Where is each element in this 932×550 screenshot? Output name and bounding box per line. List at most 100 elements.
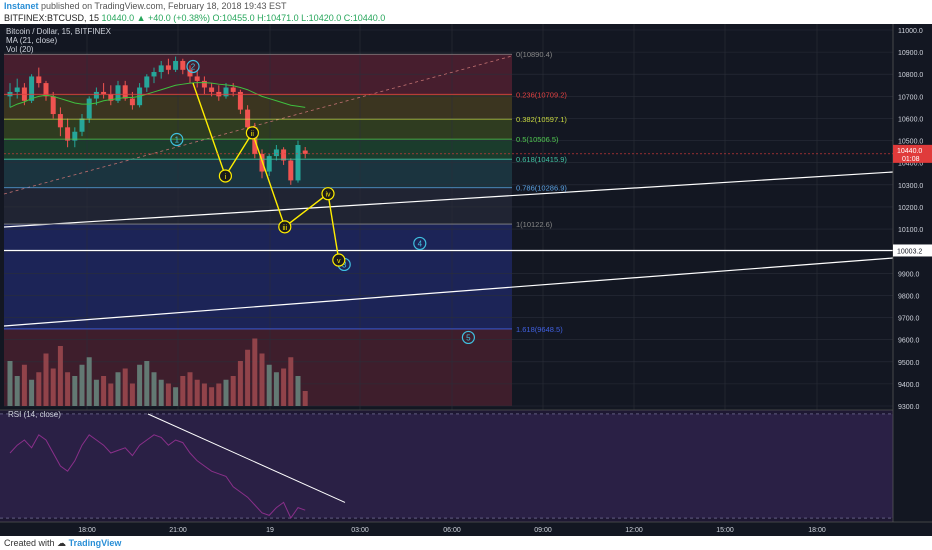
price-tick-label: 9700.0 bbox=[898, 316, 920, 323]
fib-zone bbox=[4, 94, 512, 120]
volume-bar bbox=[165, 383, 171, 406]
volume-bar bbox=[122, 368, 128, 406]
volume-bar bbox=[108, 383, 114, 406]
publish-info: published on TradingView.com, February 1… bbox=[41, 1, 287, 11]
price-tick-label: 10500.0 bbox=[898, 139, 923, 146]
candle-body bbox=[302, 150, 308, 154]
candle-body bbox=[180, 60, 186, 70]
price-chart[interactable]: 0(10890.4) 0.236(10709.2) 0.382(10597.1) 0.… bbox=[0, 24, 932, 536]
fib-labels: 0(10890.4) 0.236(10709.2) 0.382(10597.1) 0.… bbox=[4, 50, 567, 334]
volume-bar bbox=[57, 346, 63, 406]
price-tick-label: 10400.0 bbox=[898, 161, 923, 168]
subwave-label: ii bbox=[251, 131, 255, 138]
time-tick-label: 19 bbox=[266, 527, 274, 534]
candle-body bbox=[209, 87, 215, 92]
candle-body bbox=[79, 118, 85, 132]
candle-body bbox=[144, 76, 150, 88]
fib-zones bbox=[4, 54, 512, 406]
volume-bar bbox=[281, 368, 287, 406]
volume-bar bbox=[50, 368, 56, 406]
volume-bar bbox=[273, 372, 279, 406]
volume-bar bbox=[115, 372, 121, 406]
wave-projection[interactable] bbox=[192, 82, 340, 261]
open-value: O:10455.0 bbox=[212, 13, 255, 23]
legend-title: Bitcoin / Dollar, 15, BITFINEX bbox=[6, 27, 112, 36]
lower-trendline bbox=[3, 257, 894, 327]
last-price-label: 10440.0 bbox=[897, 148, 922, 155]
rsi-pane[interactable]: 70.000060.000050.000040.000030.0000 bbox=[0, 409, 923, 523]
time-tick-label: 09:00 bbox=[534, 527, 552, 534]
legend-vol: Vol (20) bbox=[6, 45, 34, 54]
volume-bar bbox=[194, 379, 200, 406]
volume-bar bbox=[144, 361, 150, 406]
volume-bar bbox=[187, 372, 193, 406]
candle-body bbox=[165, 65, 171, 70]
price-axis[interactable]: 11000.0 10900.0 10800.0 10700.0 10600.0 10500… bbox=[4, 24, 932, 522]
fib-label: 0.236(10709.2) bbox=[516, 90, 567, 99]
subwave-circle bbox=[218, 169, 232, 183]
created-with-label: Created with bbox=[4, 538, 55, 548]
candle-body bbox=[50, 96, 56, 115]
time-tick-label: 21:00 bbox=[169, 527, 187, 534]
volume-bar bbox=[158, 379, 164, 406]
time-tick-label: 18:00 bbox=[78, 527, 96, 534]
symbol-bar: BITFINEX:BTCUSD, 15 10440.0 ▲ +40.0 (+0.… bbox=[0, 12, 932, 24]
fib-zone bbox=[4, 159, 512, 188]
subwave-circle bbox=[278, 220, 292, 234]
volume-bar bbox=[237, 361, 243, 406]
fib-label: 1(10122.6) bbox=[516, 220, 553, 229]
candle-body bbox=[295, 145, 301, 181]
volume-bar bbox=[79, 364, 85, 406]
price-tick-label: 9300.0 bbox=[898, 404, 920, 411]
candle-body bbox=[187, 69, 193, 77]
price-tick-label: 11000.0 bbox=[898, 28, 923, 35]
volume-bar bbox=[137, 364, 143, 406]
rsi-line bbox=[9, 434, 306, 520]
candle-body bbox=[288, 160, 294, 181]
high-value: H:10471.0 bbox=[257, 13, 299, 23]
axis-background bbox=[893, 24, 932, 522]
volume-bar bbox=[36, 372, 42, 406]
close-value: C:10440.0 bbox=[343, 13, 386, 23]
candle-body bbox=[72, 131, 78, 141]
time-tick-label: 15:00 bbox=[716, 527, 734, 534]
fib-label: 0.5(10506.5) bbox=[516, 135, 559, 144]
subwave-label: iii bbox=[282, 225, 287, 232]
price-tick-label: 9900.0 bbox=[898, 271, 920, 278]
subwave-label: i bbox=[225, 174, 227, 181]
legend-rsi: RSI (14, close) bbox=[8, 410, 61, 419]
publisher-name[interactable]: Instanet bbox=[4, 1, 39, 11]
level-tag bbox=[893, 244, 932, 257]
price-tick-label: 10300.0 bbox=[898, 183, 923, 190]
volume-bar bbox=[72, 376, 78, 406]
volume-bar bbox=[230, 376, 236, 406]
fib-zone bbox=[4, 224, 512, 329]
candle-body bbox=[36, 76, 42, 84]
ma-line bbox=[9, 82, 306, 108]
wave-circle bbox=[186, 59, 200, 74]
candle-body bbox=[108, 94, 114, 101]
candle-body bbox=[86, 98, 92, 119]
candlesticks[interactable] bbox=[7, 56, 308, 185]
time-axis[interactable]: 18:00 21:00 19 03:00 06:00 09:00 12:00 15:00 18:… bbox=[0, 521, 932, 536]
wave-label: 1 bbox=[175, 135, 180, 144]
wave-circle bbox=[461, 330, 475, 345]
trendlines[interactable] bbox=[3, 55, 894, 327]
subwave-circle bbox=[245, 126, 259, 140]
candle-body bbox=[93, 91, 99, 99]
volume-bar bbox=[93, 379, 99, 406]
fib-label: 0.382(10597.1) bbox=[516, 115, 567, 124]
wave-path bbox=[192, 82, 340, 261]
volume-bar bbox=[252, 338, 258, 406]
price-tick-label: 10800.0 bbox=[898, 72, 923, 79]
footer: Created with ☁ TradingView bbox=[0, 536, 932, 550]
footer-brand[interactable]: TradingView bbox=[68, 538, 122, 548]
wave-label: 5 bbox=[466, 333, 471, 342]
candle-body bbox=[158, 65, 164, 73]
countdown-label: 01:08 bbox=[902, 156, 920, 163]
wave-label: 3 bbox=[342, 260, 347, 269]
price-tick-label: 10100.0 bbox=[898, 227, 923, 234]
volume-bar bbox=[129, 383, 135, 406]
candle-body bbox=[129, 98, 135, 106]
fib-zone bbox=[4, 119, 512, 140]
